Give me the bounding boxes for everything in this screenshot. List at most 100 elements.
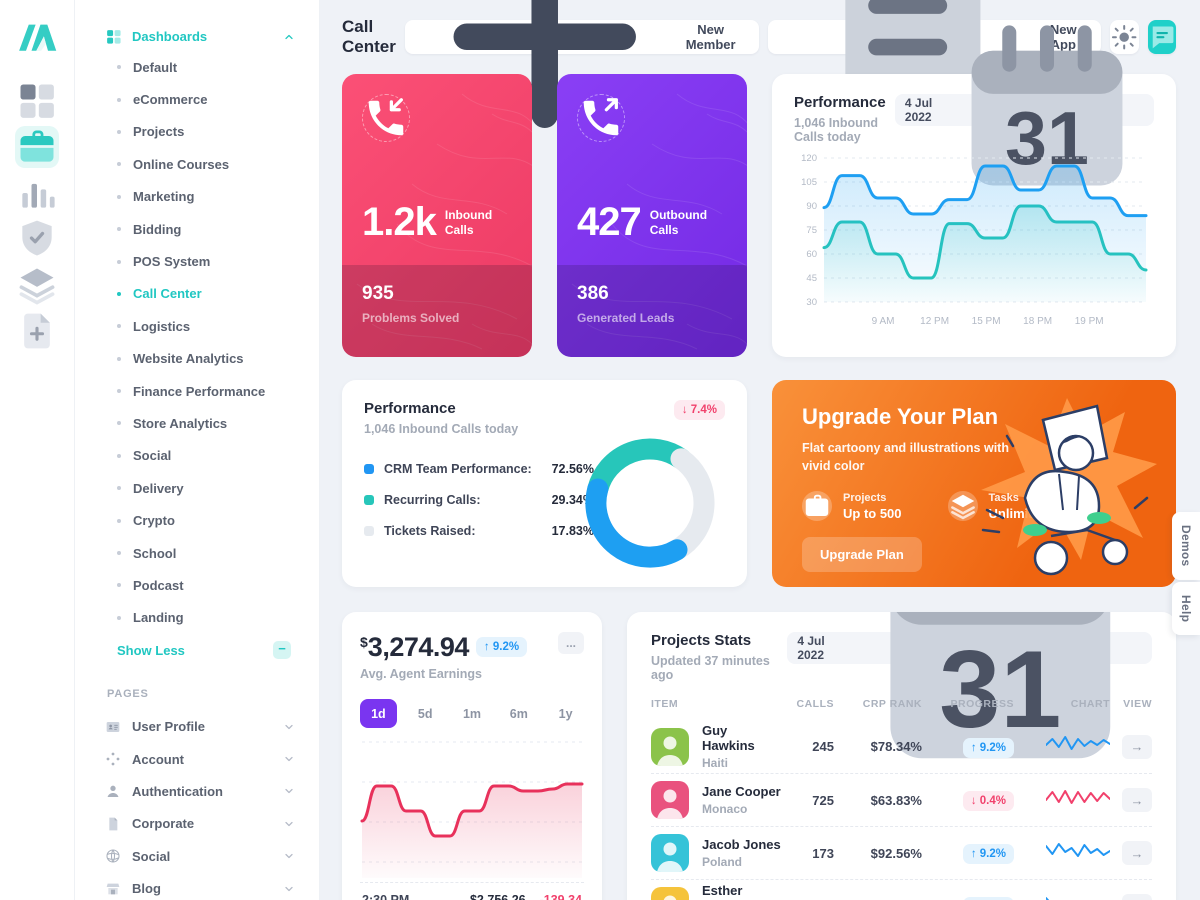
view-row-button[interactable]: →: [1122, 894, 1152, 900]
help-tab[interactable]: Help: [1172, 582, 1200, 636]
sidebar-item-marketing[interactable]: Marketing: [105, 181, 295, 213]
show-less-toggle[interactable]: Show Less −: [105, 634, 295, 666]
sidebar-item-crypto[interactable]: Crypto: [105, 504, 295, 536]
stat-value: 1.2k: [362, 200, 437, 244]
theme-toggle-button[interactable]: [1110, 20, 1139, 54]
legend-swatch: [364, 464, 374, 474]
brand-logo[interactable]: [11, 14, 63, 60]
view-row-button[interactable]: →: [1122, 734, 1152, 759]
sidebar-item-bidding[interactable]: Bidding: [105, 213, 295, 245]
outbound-calls-card: 427 Outbound Calls 386 Generated Leads: [557, 74, 747, 357]
upgrade-plan-button[interactable]: Upgrade Plan: [802, 537, 922, 573]
stat-footer-value: 386: [577, 283, 609, 304]
sparkline: [1014, 840, 1111, 867]
chevron-down-icon: [283, 785, 295, 797]
pages-item-label: Account: [132, 751, 184, 767]
earnings-footer: 2:30 PM $2,756.26 -139.34: [360, 882, 584, 900]
bullet-dot: [117, 324, 121, 329]
svg-text:45: 45: [806, 273, 817, 284]
chevron-down-icon: [283, 721, 295, 733]
column-header-chart: CHART: [1070, 698, 1110, 710]
pages-item-authentication[interactable]: Authentication: [105, 775, 295, 807]
range-tab-1d[interactable]: 1d: [360, 699, 397, 728]
donut-chart: [585, 438, 715, 568]
minus-icon: −: [273, 641, 291, 660]
bar-chart-icon: [15, 171, 59, 215]
stat-label: Outbound Calls: [649, 207, 708, 237]
sidebar-item-pos-system[interactable]: POS System: [105, 245, 295, 277]
layers-icon: [15, 263, 59, 307]
pages-item-blog[interactable]: Blog: [105, 872, 295, 900]
date-picker[interactable]: 4 Jul 2022 31: [894, 25, 1154, 186]
sidebar-item-label: Marketing: [133, 189, 195, 205]
sidebar-item-ecommerce[interactable]: eCommerce: [105, 83, 295, 115]
sparkline: [1014, 733, 1111, 760]
sidebar-item-label: Bidding: [133, 221, 182, 237]
sidebar-item-logistics[interactable]: Logistics: [105, 310, 295, 342]
sidebar-item-call-center[interactable]: Call Center: [105, 278, 295, 310]
progress-badge: ↑ 9.2%: [962, 897, 1014, 900]
view-row-button[interactable]: →: [1122, 841, 1152, 865]
new-member-button[interactable]: New Member: [404, 0, 759, 129]
sidebar-item-label: Podcast: [133, 577, 184, 593]
range-tab-6m[interactable]: 6m: [500, 699, 537, 728]
legend-value: 17.83%: [551, 524, 594, 538]
svg-text:90: 90: [806, 201, 817, 212]
column-header-view: VIEW: [1123, 698, 1152, 710]
plus-icon: [420, 0, 669, 162]
date-picker[interactable]: 4 Jul 2022 31: [787, 612, 1152, 758]
rail-item-layers[interactable]: [15, 264, 59, 306]
pages-item-account[interactable]: Account: [105, 743, 295, 775]
card-subtitle: 1,046 Inbound Calls today: [364, 422, 519, 436]
svg-text:19 PM: 19 PM: [1075, 316, 1104, 327]
member-name: Guy Hawkins: [702, 723, 755, 753]
pages-item-user-profile[interactable]: User Profile: [105, 710, 295, 742]
topo-pattern: [356, 93, 532, 350]
range-tab-1m[interactable]: 1m: [454, 699, 491, 728]
sidebar-item-website-analytics[interactable]: Website Analytics: [105, 343, 295, 375]
view-row-button[interactable]: →: [1122, 788, 1152, 812]
sidebar-group-dashboards[interactable]: Dashboards: [105, 28, 295, 45]
sidebar-item-finance-performance[interactable]: Finance Performance: [105, 375, 295, 407]
rail-item-charts[interactable]: [15, 172, 59, 214]
currency-symbol: $: [360, 634, 368, 650]
sidebar-item-store-analytics[interactable]: Store Analytics: [105, 407, 295, 439]
rail-item-new-file[interactable]: [15, 310, 59, 352]
bullet-dot: [117, 453, 121, 458]
sidebar-item-label: Landing: [133, 610, 184, 626]
sidebar-item-podcast[interactable]: Podcast: [105, 569, 295, 601]
stat-footer: 386 Generated Leads: [557, 265, 747, 357]
shop-icon: [105, 881, 121, 897]
inbound-calls-card: 1.2k Inbound Calls 935 Problems Solved: [342, 74, 532, 357]
progress-badge: ↓ 0.4%: [962, 791, 1014, 811]
pages-item-corporate[interactable]: Corporate: [105, 808, 295, 840]
sidebar-item-online-courses[interactable]: Online Courses: [105, 148, 295, 180]
member-country: Monaco: [702, 802, 748, 816]
chat-icon: [1148, 23, 1176, 51]
rail-item-dashboard[interactable]: [15, 80, 59, 122]
progress-badge: ↑ 9.2%: [962, 737, 1014, 758]
card-menu-button[interactable]: ...: [558, 632, 584, 654]
crp-rank-value: $63.83%: [870, 792, 922, 808]
rail-item-security[interactable]: [15, 218, 59, 260]
svg-text:15 PM: 15 PM: [972, 316, 1001, 327]
sidebar-item-social[interactable]: Social: [105, 440, 295, 472]
sidebar-item-projects[interactable]: Projects: [105, 116, 295, 148]
sidebar-item-label: Delivery: [133, 480, 184, 496]
sidebar-item-delivery[interactable]: Delivery: [105, 472, 295, 504]
rail-item-apps[interactable]: [15, 126, 59, 168]
chevron-up-icon: [283, 31, 295, 43]
range-tab-5d[interactable]: 5d: [407, 699, 444, 728]
range-tab-1y[interactable]: 1y: [547, 699, 584, 728]
sidebar-item-landing[interactable]: Landing: [105, 602, 295, 634]
member-country: Poland: [702, 855, 743, 869]
legend-value: 72.56%: [551, 462, 594, 476]
legend-swatch: [364, 495, 374, 505]
sidebar-item-default[interactable]: Default: [105, 51, 295, 83]
chat-button[interactable]: [1147, 20, 1176, 54]
sidebar-item-school[interactable]: School: [105, 537, 295, 569]
demos-tab[interactable]: Demos: [1172, 512, 1200, 580]
chevron-down-icon: [283, 883, 295, 895]
page-title: Call Center: [342, 17, 396, 56]
pages-item-social[interactable]: Social: [105, 840, 295, 872]
